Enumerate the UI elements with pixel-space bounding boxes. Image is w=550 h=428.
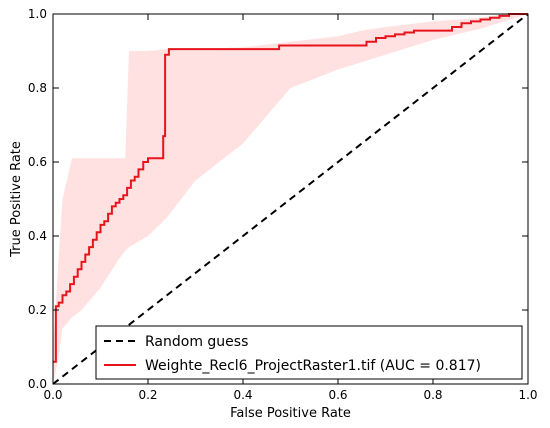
x-tick-label: 0.6 — [328, 388, 347, 402]
confidence-band-layer — [53, 14, 528, 384]
random-guess-line — [52, 13, 529, 385]
series-layer — [52, 13, 529, 385]
legend-label-random-guess: Random guess — [145, 334, 248, 350]
x-tick-label: 0.2 — [138, 388, 157, 402]
roc-curve-line — [53, 13, 528, 363]
x-axis-title: False Positive Rate — [230, 406, 351, 421]
legend-box — [95, 325, 523, 380]
plot-frame — [52, 13, 529, 385]
x-tick-label: 0.0 — [43, 388, 62, 402]
x-tick-label: 0.4 — [233, 388, 252, 402]
y-tick-label: 1.0 — [28, 7, 47, 21]
legend: Random guess Weighte_Recl6_ProjectRaster… — [95, 325, 523, 380]
x-tick-label: 1.0 — [518, 388, 537, 402]
y-tick-label: 0.4 — [28, 229, 47, 243]
tick-layer: 0.0 0.2 0.4 0.6 0.8 1.0 0.0 0.2 0.4 0.6 0.8 1.0 — [28, 7, 538, 402]
legend-label-roc: Weighte_Recl6_ProjectRaster1.tif (AUC = … — [145, 358, 481, 374]
y-axis-title: True Positive Rate — [9, 141, 24, 258]
y-tick-label: 0.0 — [28, 377, 47, 391]
y-tick-label: 0.6 — [28, 155, 47, 169]
y-tick-label: 0.8 — [28, 81, 47, 95]
y-tick-label: 0.2 — [28, 303, 47, 317]
confidence-band — [53, 14, 528, 384]
x-tick-label: 0.8 — [423, 388, 442, 402]
